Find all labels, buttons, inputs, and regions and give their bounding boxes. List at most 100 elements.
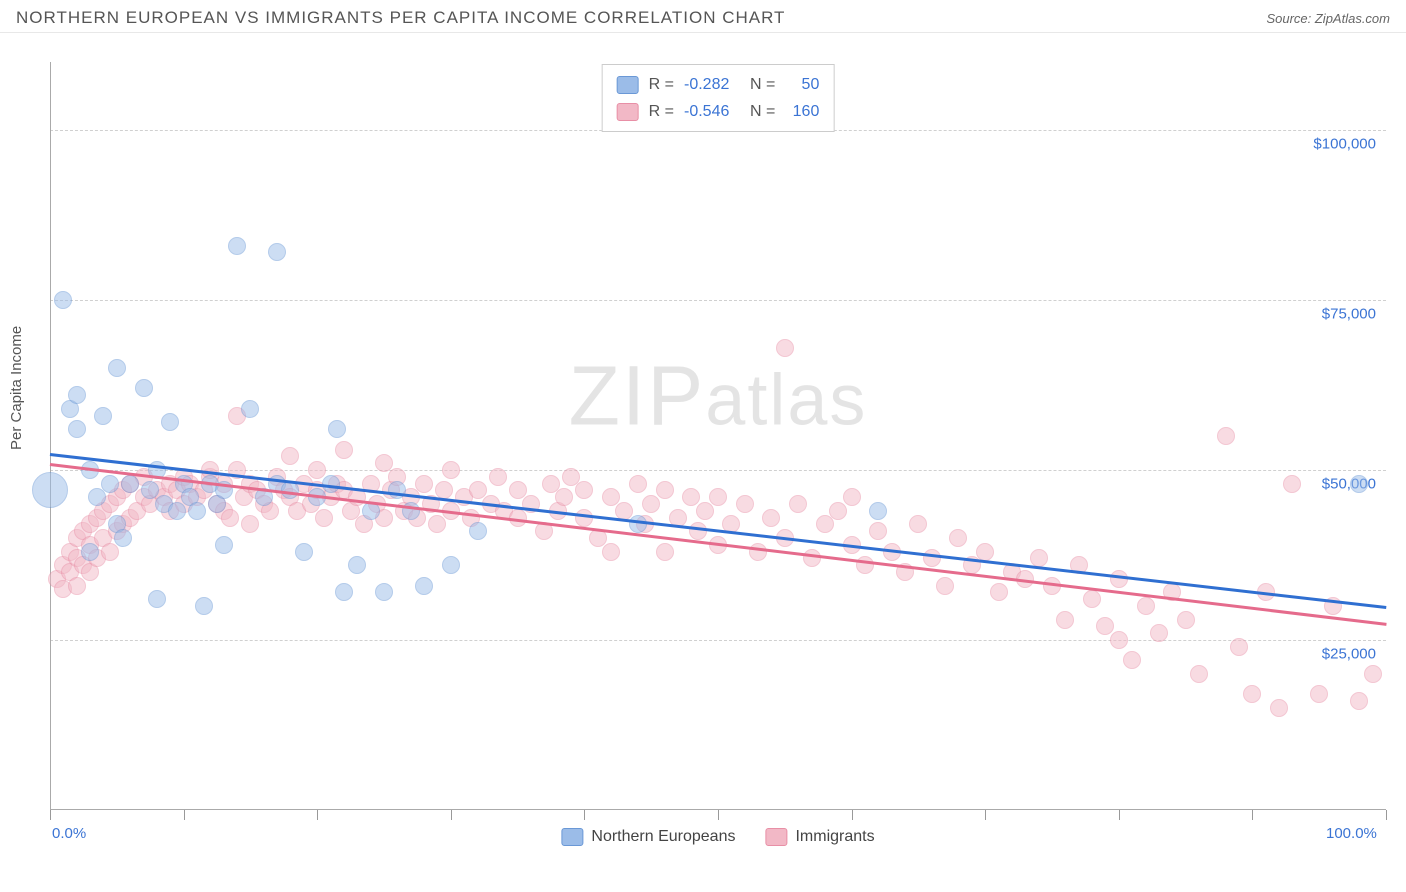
source-label: Source:: [1266, 11, 1314, 26]
scatter-point: [195, 597, 213, 615]
scatter-point: [656, 543, 674, 561]
scatter-point: [328, 420, 346, 438]
scatter-point: [108, 359, 126, 377]
scatter-point: [642, 495, 660, 513]
scatter-point: [1364, 665, 1382, 683]
y-axis: [50, 62, 51, 810]
gridline: [50, 470, 1386, 471]
scatter-point: [489, 468, 507, 486]
legend-swatch: [765, 828, 787, 846]
x-tick: [584, 810, 585, 820]
scatter-point: [629, 515, 647, 533]
scatter-point: [88, 488, 106, 506]
correlation-stats-box: R =-0.282N =50R =-0.546N =160: [602, 64, 835, 132]
scatter-point: [923, 549, 941, 567]
scatter-point: [469, 522, 487, 540]
scatter-point: [228, 237, 246, 255]
scatter-point: [803, 549, 821, 567]
scatter-point: [221, 509, 239, 527]
scatter-point: [442, 556, 460, 574]
scatter-point: [1177, 611, 1195, 629]
scatter-point: [1083, 590, 1101, 608]
scatter-point: [1110, 570, 1128, 588]
scatter-point: [629, 475, 647, 493]
scatter-point: [114, 529, 132, 547]
scatter-point: [1150, 624, 1168, 642]
scatter-point: [442, 461, 460, 479]
scatter-point: [54, 291, 72, 309]
scatter-point: [415, 475, 433, 493]
series-swatch: [617, 76, 639, 94]
x-tick: [718, 810, 719, 820]
scatter-point: [241, 400, 259, 418]
scatter-point: [789, 495, 807, 513]
x-tick-label: 0.0%: [52, 825, 86, 842]
scatter-point: [135, 379, 153, 397]
scatter-point: [936, 577, 954, 595]
scatter-point: [709, 488, 727, 506]
x-tick: [985, 810, 986, 820]
x-tick: [317, 810, 318, 820]
scatter-point: [68, 386, 86, 404]
y-tick-label: $25,000: [1322, 646, 1376, 663]
scatter-point: [215, 536, 233, 554]
scatter-point: [869, 522, 887, 540]
scatter-point: [555, 488, 573, 506]
scatter-point: [68, 420, 86, 438]
scatter-point: [1110, 631, 1128, 649]
scatter-point: [148, 590, 166, 608]
scatter-point: [1270, 699, 1288, 717]
scatter-point: [161, 413, 179, 431]
r-value: -0.282: [684, 71, 740, 98]
legend: Northern EuropeansImmigrants: [561, 828, 874, 846]
scatter-point: [101, 475, 119, 493]
scatter-point: [68, 577, 86, 595]
scatter-point: [602, 543, 620, 561]
stats-row: R =-0.282N =50: [617, 71, 820, 98]
scatter-point: [829, 502, 847, 520]
y-axis-label: Per Capita Income: [8, 326, 25, 450]
scatter-point: [375, 583, 393, 601]
source-name: ZipAtlas.com: [1315, 11, 1390, 26]
scatter-point: [990, 583, 1008, 601]
chart-title: NORTHERN EUROPEAN VS IMMIGRANTS PER CAPI…: [16, 8, 785, 28]
scatter-point: [575, 509, 593, 527]
stats-row: R =-0.546N =160: [617, 98, 820, 125]
scatter-point: [1350, 692, 1368, 710]
scatter-point: [388, 481, 406, 499]
scatter-point: [909, 515, 927, 533]
scatter-point: [1243, 685, 1261, 703]
legend-item: Immigrants: [765, 828, 874, 846]
scatter-point: [295, 543, 313, 561]
x-tick: [451, 810, 452, 820]
scatter-point: [428, 515, 446, 533]
scatter-point: [656, 481, 674, 499]
scatter-point: [575, 481, 593, 499]
scatter-point: [188, 502, 206, 520]
scatter-point: [1283, 475, 1301, 493]
scatter-point: [1217, 427, 1235, 445]
x-tick: [184, 810, 185, 820]
chart-source: Source: ZipAtlas.com: [1266, 11, 1390, 26]
scatter-point: [81, 543, 99, 561]
scatter-point: [1230, 638, 1248, 656]
n-value: 160: [785, 98, 819, 125]
scatter-point: [1123, 651, 1141, 669]
scatter-point: [976, 543, 994, 561]
scatter-point: [689, 522, 707, 540]
scatter-point: [1190, 665, 1208, 683]
gridline: [50, 640, 1386, 641]
r-label: R =: [649, 98, 674, 125]
scatter-point: [762, 509, 780, 527]
scatter-point: [843, 488, 861, 506]
scatter-point: [168, 502, 186, 520]
x-tick: [852, 810, 853, 820]
legend-label: Immigrants: [795, 828, 874, 846]
scatter-point: [949, 529, 967, 547]
scatter-point: [1310, 685, 1328, 703]
x-tick: [50, 810, 51, 820]
y-tick-label: $100,000: [1313, 136, 1376, 153]
scatter-point: [816, 515, 834, 533]
r-value: -0.546: [684, 98, 740, 125]
n-label: N =: [750, 71, 775, 98]
